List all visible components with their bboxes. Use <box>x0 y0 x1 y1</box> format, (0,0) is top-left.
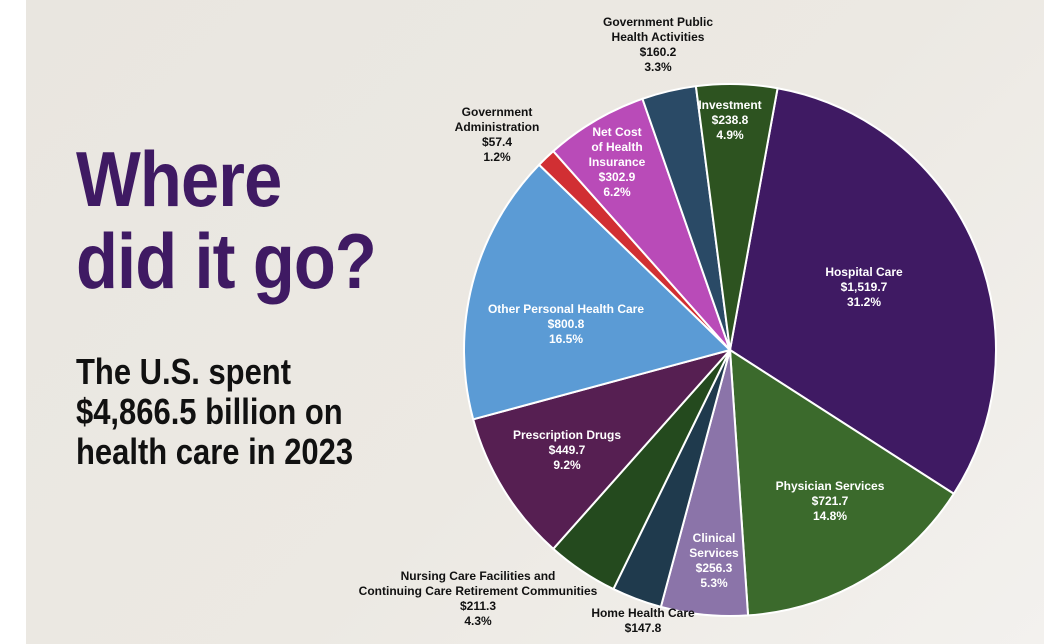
pie-slice-other-personal-health-care <box>463 163 731 421</box>
slice-label-hospital-care: Hospital Care $1,519.7 31.2% <box>825 265 903 309</box>
headline: Where did it go? <box>76 135 377 305</box>
subheadline-line-3: health care in 2023 <box>76 431 354 472</box>
subheadline-line-2: $4,866.5 billion on <box>76 391 343 432</box>
slice-label-nursing-care-facilities-and-continuing-care-retirement-communities: Nursing Care Facilities and Continuing Ca… <box>359 569 598 628</box>
slice-label-government-public-health-activities: Government Public Health Activities $160.2… <box>603 15 713 74</box>
slice-label-prescription-drugs: Prescription Drugs $449.7 9.2% <box>513 428 621 472</box>
subheadline: The U.S. spent $4,866.5 billion on healt… <box>76 352 353 472</box>
pie-slice-investment <box>694 83 779 351</box>
pie-slice-prescription-drugs <box>472 349 731 550</box>
slice-label-government-administration: Government Administration $57.4 1.2% <box>455 105 540 164</box>
pie-slice-physician-services <box>729 349 955 617</box>
headline-line-2: did it go? <box>76 217 377 305</box>
subheadline-line-1: The U.S. spent <box>76 351 292 392</box>
slice-label-other-personal-health-care: Other Personal Health Care $800.8 16.5% <box>488 302 644 346</box>
slice-label-net-cost-of-health-insurance: Net Cost of Health Insurance $302.9 6.2% <box>589 125 646 199</box>
slice-label-physician-services: Physician Services $721.7 14.8% <box>776 479 885 523</box>
slice-label-home-health-care: Home Health Care $147.8 <box>591 606 695 635</box>
slice-label-investment: Investment $238.8 4.9% <box>698 98 761 142</box>
headline-line-1: Where <box>76 135 282 223</box>
slice-label-clinical-services: Clinical Services $256.3 5.3% <box>689 531 739 590</box>
